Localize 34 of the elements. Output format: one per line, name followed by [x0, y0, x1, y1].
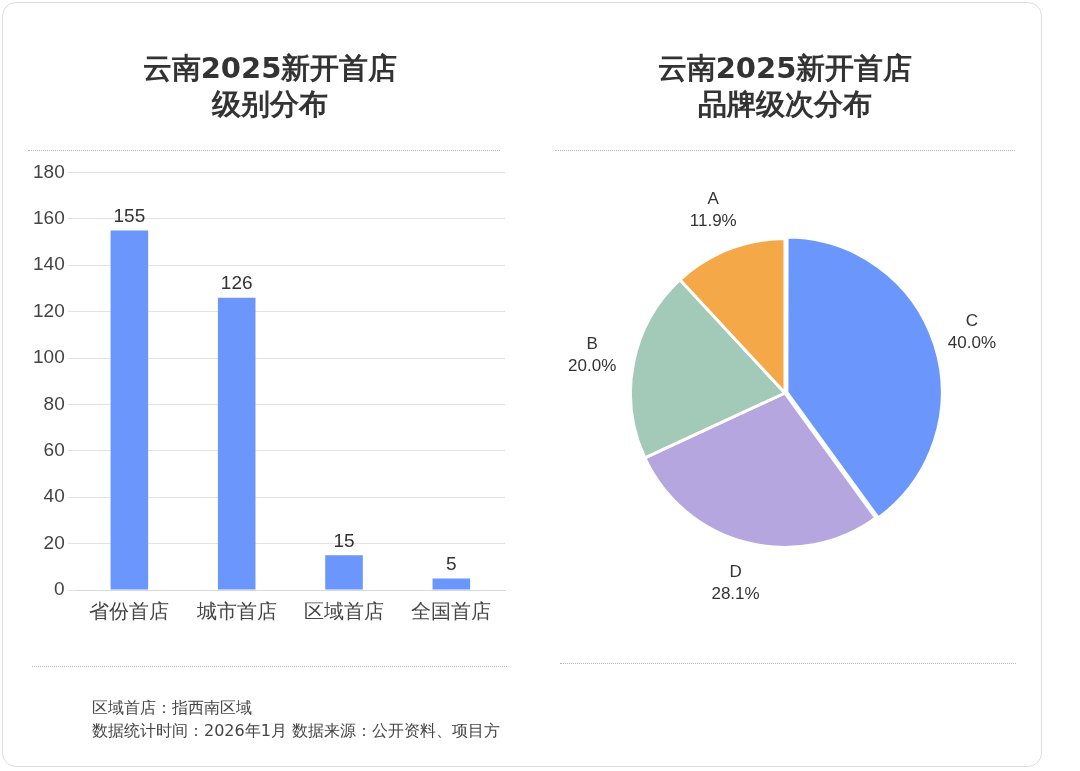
- y-tick-label: 60: [43, 439, 65, 461]
- data-label: 40.0%: [947, 332, 996, 352]
- y-tick-label: 40: [43, 485, 65, 507]
- bar: [432, 578, 471, 590]
- chart-title: 云南2025新开首店品牌级次分布: [656, 50, 914, 122]
- data-label: 11.9%: [689, 210, 737, 230]
- bar: [110, 230, 149, 590]
- data-label: 155: [113, 205, 146, 227]
- y-tick-label: 120: [33, 299, 65, 321]
- data-label: 126: [220, 272, 253, 294]
- x-tick-label: 全国首店: [411, 599, 492, 624]
- data-label: 15: [333, 529, 355, 551]
- y-tick-label: 0: [54, 578, 65, 600]
- y-tick-label: 80: [43, 392, 65, 414]
- x-tick-label: 城市首店: [195, 599, 277, 624]
- y-tick-label: 180: [33, 160, 65, 182]
- y-tick-label: 100: [33, 346, 65, 368]
- text: 区域首店：指西南区域: [92, 697, 253, 719]
- bar: [325, 555, 363, 590]
- data-label: 28.1%: [711, 583, 760, 603]
- y-tick-label: 20: [43, 531, 65, 553]
- chart-title: 云南2025新开首店级别分布: [141, 50, 399, 122]
- slice-label: B: [586, 333, 598, 353]
- x-tick-label: 区域首店: [304, 599, 385, 624]
- y-tick-label: 160: [33, 207, 65, 229]
- slice-label: C: [965, 310, 979, 330]
- bar: [217, 297, 256, 590]
- x-tick-label: 省份首店: [89, 599, 170, 624]
- data-label: 5: [446, 553, 457, 575]
- slice-label: A: [707, 188, 720, 208]
- text: 数据统计时间：2026年1月 数据来源：公开资料、项目方: [92, 720, 500, 742]
- data-label: 20.0%: [568, 355, 617, 375]
- y-tick-label: 140: [33, 253, 65, 275]
- slice-label: D: [729, 561, 742, 581]
